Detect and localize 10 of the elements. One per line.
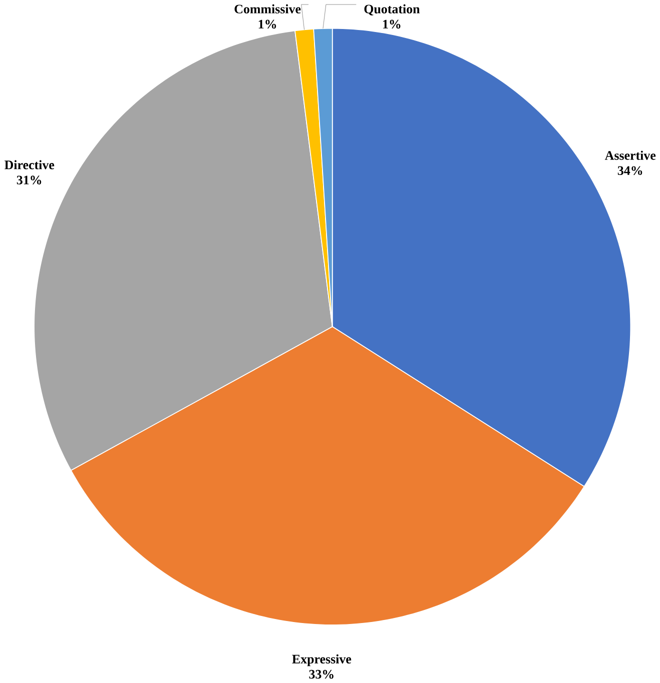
data-label: 31% (16, 176, 42, 184)
data-label: 1% (258, 20, 276, 29)
slice-label: Commissive (234, 4, 301, 14)
slice-label: Directive (4, 160, 54, 170)
data-label: 34% (618, 166, 642, 175)
data-label: 33% (309, 670, 334, 679)
slice-label: Assertive (604, 150, 656, 160)
slice-label: Quotation (364, 4, 420, 16)
data-label: 1% (383, 20, 400, 29)
slice-label: Expressive (292, 654, 352, 666)
